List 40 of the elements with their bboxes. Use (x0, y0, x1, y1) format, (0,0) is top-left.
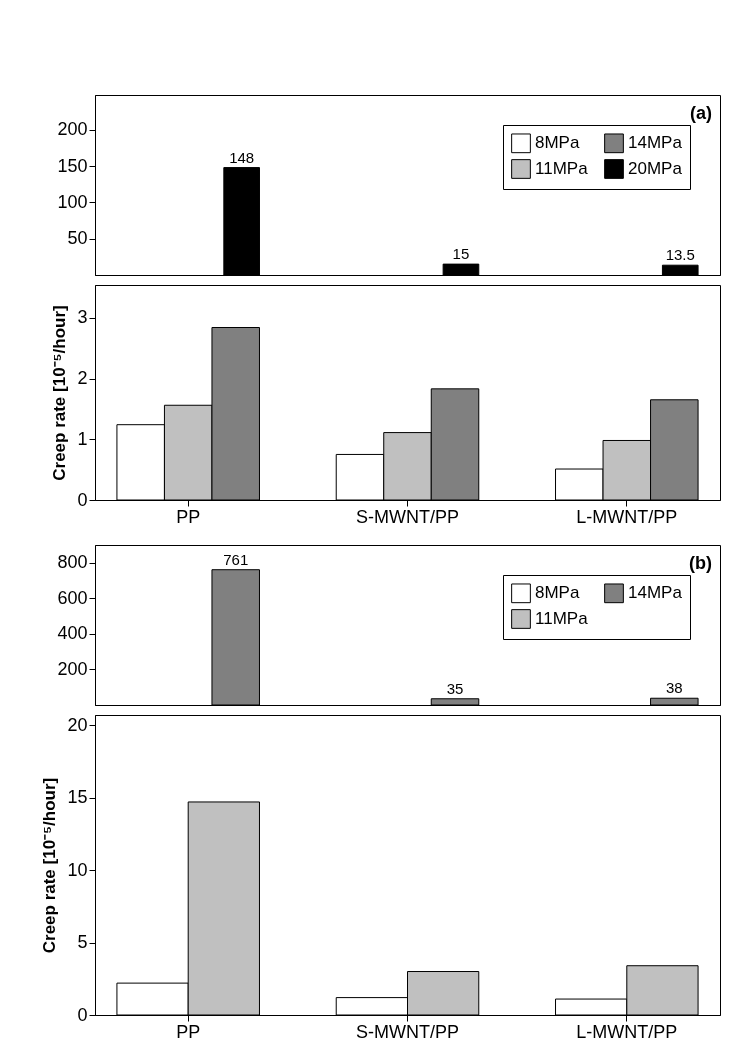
data-label: 761 (223, 550, 249, 568)
data-label: 35 (446, 679, 464, 697)
data-label: 38 (665, 679, 683, 697)
data-label: 13.5 (665, 246, 695, 264)
legend-label: 8MPa (535, 133, 580, 153)
legend-label: 11MPa (535, 159, 589, 178)
y-tick-label: 20 (67, 714, 88, 735)
y-tick-label: 400 (57, 623, 88, 644)
y-axis-title: Creep rate [10⁻⁵/hour] (50, 305, 70, 481)
annotation: (b) (689, 553, 712, 573)
legend-label: 14MPa (628, 133, 683, 153)
y-axis-title: Creep rate [10⁻⁵/hour] (40, 777, 60, 954)
y-tick-label: 100 (57, 191, 88, 212)
y-tick-label: 150 (57, 155, 88, 176)
data-label: 15 (452, 245, 470, 263)
data-label: 148 (229, 148, 255, 166)
legend-label: 11MPa (535, 609, 589, 628)
y-tick-label: 200 (57, 119, 88, 140)
y-tick-label: 5 (77, 932, 88, 953)
y-tick-label: 0 (77, 1004, 88, 1025)
y-tick-label: 10 (67, 859, 88, 880)
y-tick-label: 1 (77, 428, 88, 449)
y-tick-label: 200 (57, 658, 88, 679)
y-tick-label: 0 (77, 489, 88, 510)
x-tick-label: S-MWNT/PP (356, 1021, 459, 1042)
y-tick-label: 2 (77, 368, 88, 389)
x-tick-label: PP (176, 1021, 201, 1042)
legend-label: 8MPa (535, 583, 580, 603)
y-tick-label: 800 (57, 552, 88, 573)
x-tick-label: PP (176, 506, 201, 527)
x-tick-label: S-MWNT/PP (356, 506, 459, 527)
y-tick-label: 15 (67, 787, 88, 808)
y-tick-label: 50 (67, 228, 88, 249)
y-tick-label: 3 (77, 307, 88, 328)
annotation: (a) (690, 103, 712, 123)
x-tick-label: L-MWNT/PP (576, 1021, 678, 1042)
y-tick-label: 600 (57, 587, 88, 608)
legend-label: 14MPa (628, 583, 683, 603)
legend-label: 20MPa (628, 159, 683, 178)
x-tick-label: L-MWNT/PP (576, 506, 678, 527)
